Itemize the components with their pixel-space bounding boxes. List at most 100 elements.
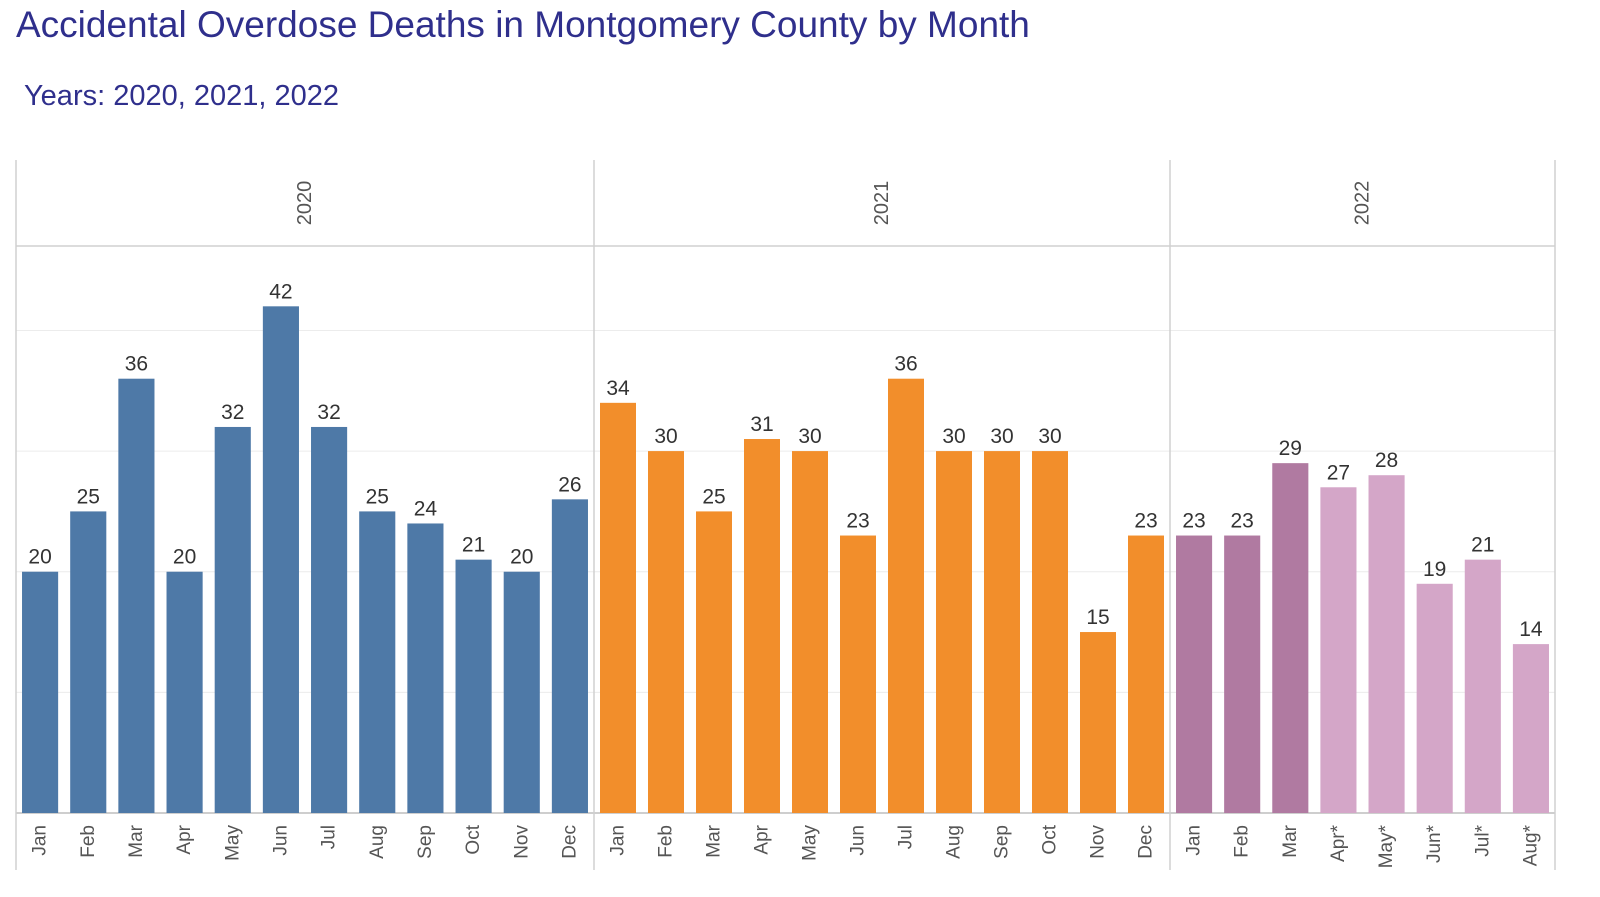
data-label: 30	[654, 425, 677, 448]
data-label: 32	[317, 401, 340, 424]
x-tick-label: Mar	[1280, 824, 1301, 857]
chart-title: Accidental Overdose Deaths in Montgomery…	[16, 4, 1030, 45]
x-tick-label: Jan	[30, 825, 51, 856]
x-tick-label: Jun	[270, 825, 291, 856]
bar-2021-Sep	[984, 451, 1020, 813]
bar-2020-Sep	[407, 523, 444, 813]
x-tick-label: Mar	[704, 824, 725, 857]
bar-2021-Mar	[696, 511, 732, 813]
data-label: 23	[1182, 510, 1205, 533]
x-tick-label: Jun*	[1424, 824, 1445, 863]
bar-2020-Jun	[262, 306, 299, 813]
data-label: 23	[1134, 510, 1157, 533]
x-tick-label: Sep	[992, 825, 1013, 859]
data-label: 29	[1279, 437, 1302, 460]
x-tick-label: Aug	[944, 825, 965, 859]
bar-2020-Dec	[551, 499, 588, 813]
data-label: 23	[846, 510, 869, 533]
data-label: 23	[1231, 510, 1254, 533]
bar-2020-Aug	[359, 511, 396, 813]
x-tick-label: May*	[1376, 824, 1397, 868]
bar-2020-Oct	[455, 559, 492, 813]
data-label: 20	[28, 546, 51, 569]
bar-2021-Jan	[600, 402, 636, 813]
data-label: 25	[77, 485, 100, 508]
bar-2021-May	[792, 451, 828, 813]
bar-2021-Dec	[1128, 535, 1164, 813]
data-label: 27	[1327, 461, 1350, 484]
x-tick-label: Feb	[656, 825, 677, 858]
x-tick-label: Apr*	[1328, 824, 1349, 862]
bar-2020-May	[214, 426, 251, 813]
panel-label-2020: 2020	[294, 181, 316, 226]
x-tick-label: Jul*	[1472, 824, 1493, 856]
x-tick-label: Mar	[126, 824, 147, 857]
data-label: 21	[462, 534, 485, 557]
x-tick-label: Oct	[1040, 824, 1061, 854]
data-label: 20	[510, 546, 533, 569]
x-tick-label: Jan	[608, 825, 629, 856]
x-tick-label: Jan	[1184, 825, 1205, 856]
data-label: 30	[1038, 425, 1061, 448]
x-tick-label: Aug*	[1520, 824, 1541, 866]
panel-label-2021: 2021	[871, 181, 893, 226]
x-tick-label: Jun	[848, 825, 869, 856]
x-tick-label: Dec	[559, 825, 580, 859]
data-label: 30	[942, 425, 965, 448]
chart-subtitle: Years: 2020, 2021, 2022	[24, 80, 339, 112]
bar-2021-Jul	[888, 378, 924, 813]
bar-2020-Jan	[22, 571, 59, 813]
x-tick-label: Feb	[1232, 825, 1253, 858]
bar-2020-Mar	[118, 378, 155, 813]
bar-2020-Jul	[311, 426, 348, 813]
data-label: 15	[1086, 606, 1109, 629]
bar-2022-Apr	[1320, 487, 1357, 813]
bar-2020-Apr	[166, 571, 203, 813]
x-tick-label: May	[800, 825, 821, 861]
bar-2021-Feb	[648, 451, 684, 813]
bar-2020-Feb	[70, 511, 107, 813]
data-label: 34	[606, 377, 630, 400]
data-label: 30	[798, 425, 821, 448]
data-label: 36	[125, 353, 148, 376]
data-label: 25	[366, 485, 389, 508]
data-label: 24	[414, 497, 438, 520]
bar-2022-Feb	[1224, 535, 1261, 813]
x-tick-label: Oct	[463, 824, 484, 854]
panel-label-2022: 2022	[1352, 181, 1374, 226]
data-label: 14	[1519, 618, 1543, 641]
bar-2022-Jun	[1416, 583, 1453, 813]
bar-2021-Apr	[744, 439, 780, 813]
bar-2021-Jun	[840, 535, 876, 813]
bar-2022-May	[1368, 475, 1405, 813]
data-label: 31	[750, 413, 773, 436]
bar-2021-Oct	[1032, 451, 1068, 813]
x-tick-label: Nov	[511, 825, 532, 859]
bar-2020-Nov	[503, 571, 540, 813]
x-tick-label: Dec	[1136, 825, 1157, 859]
bar-2022-Aug	[1512, 644, 1549, 813]
x-tick-label: Aug	[367, 825, 388, 859]
data-label: 21	[1471, 534, 1494, 557]
data-label: 30	[990, 425, 1013, 448]
bar-2022-Jan	[1176, 535, 1213, 813]
x-tick-label: Apr	[752, 824, 773, 854]
bar-2022-Jul	[1464, 559, 1501, 813]
bar-2021-Nov	[1080, 632, 1116, 813]
x-tick-label: Jul	[319, 825, 340, 849]
data-label: 32	[221, 401, 244, 424]
x-tick-label: Jul	[896, 825, 917, 849]
bar-2021-Aug	[936, 451, 972, 813]
data-label: 42	[269, 280, 292, 303]
x-tick-label: Sep	[415, 825, 436, 859]
data-label: 36	[894, 353, 917, 376]
x-tick-label: Apr	[174, 824, 195, 854]
bar-2022-Mar	[1272, 463, 1309, 813]
data-label: 28	[1375, 449, 1398, 472]
data-label: 19	[1423, 558, 1446, 581]
data-label: 26	[558, 473, 581, 496]
data-label: 20	[173, 546, 196, 569]
x-tick-label: Feb	[78, 825, 99, 858]
x-tick-label: Nov	[1088, 825, 1109, 859]
